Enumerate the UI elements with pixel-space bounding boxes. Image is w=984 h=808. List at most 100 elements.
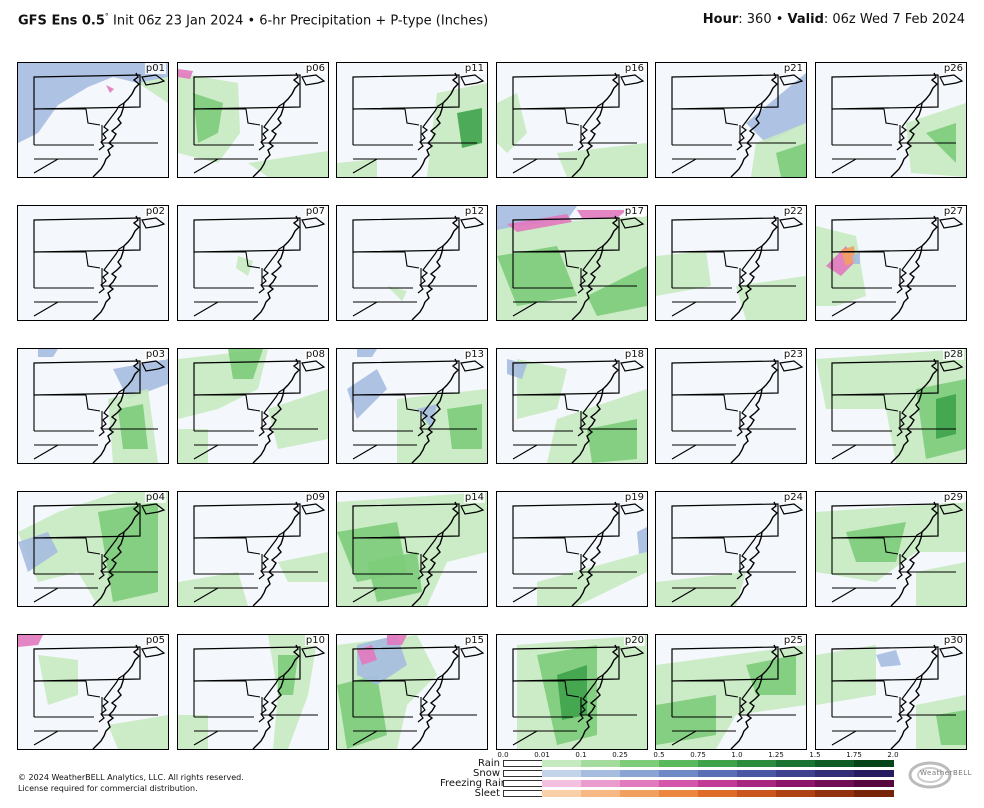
legend-color-bar — [503, 760, 894, 767]
ensemble-member-panel: p13 — [336, 348, 488, 464]
ensemble-member-panel: p10 — [177, 634, 329, 750]
map-boundary — [352, 74, 460, 110]
ensemble-member-panel: p16 — [496, 62, 648, 178]
precip-area-snow — [38, 349, 58, 357]
map-coastline-islands — [301, 360, 326, 372]
member-label: p12 — [463, 206, 485, 217]
map-coastline-islands — [301, 217, 326, 229]
ensemble-member-panel: p14 — [336, 491, 488, 607]
map-boundary — [258, 388, 285, 437]
precip-area-rain-light — [278, 552, 328, 582]
map-boundary — [252, 358, 301, 463]
map-coastline-islands — [620, 217, 645, 229]
map-boundary — [252, 644, 301, 749]
map-boundary — [411, 358, 460, 463]
precip-map — [337, 635, 485, 749]
ensemble-member-panel: p20 — [496, 634, 648, 750]
legend-color-cell — [503, 760, 543, 767]
ensemble-member-panel: p07 — [177, 205, 329, 321]
map-boundary — [577, 102, 604, 151]
map-coastline-islands — [939, 503, 964, 515]
legend-tick-label: 0.01 — [534, 751, 550, 759]
legend-color-cell — [815, 780, 855, 787]
map-boundary — [890, 644, 939, 749]
precip-area-rain-mid — [447, 404, 482, 449]
member-label: p23 — [782, 349, 804, 360]
map-coastline-islands — [620, 74, 645, 86]
precip-area-rain-light — [178, 572, 248, 606]
member-label: p17 — [623, 206, 645, 217]
member-label: p14 — [463, 492, 485, 503]
precip-map — [178, 635, 326, 749]
map-boundary — [33, 646, 141, 682]
map-boundary — [896, 531, 923, 580]
map-coastline-islands — [939, 360, 964, 372]
map-boundary — [98, 531, 125, 580]
legend-tick-label: 1.25 — [768, 751, 784, 759]
map-boundary — [512, 503, 620, 539]
map-boundary — [193, 646, 301, 682]
precip-area-snow — [18, 532, 58, 572]
legend-color-cell — [854, 790, 894, 797]
precip-area-rain-light — [537, 552, 647, 606]
legend-color-cell — [854, 780, 894, 787]
precip-map — [193, 215, 326, 320]
ensemble-member-panel: p12 — [336, 205, 488, 321]
ensemble-member-panel: p29 — [815, 491, 967, 607]
precip-map — [507, 358, 647, 463]
ensemble-member-panel: p17 — [496, 205, 648, 321]
legend-color-cell — [581, 770, 621, 777]
map-boundary — [730, 501, 779, 606]
precip-area-rain-light — [178, 715, 208, 749]
ensemble-member-panel: p26 — [815, 62, 967, 178]
map-boundary — [736, 245, 763, 294]
weatherbell-logo: WeatherBELL — [906, 760, 972, 790]
map-boundary — [258, 102, 285, 151]
legend-color-cell — [854, 770, 894, 777]
precip-area-rain-light — [178, 429, 208, 463]
precip-map — [816, 349, 966, 463]
legend-tick-label: 1.0 — [731, 751, 743, 759]
map-coastline-islands — [620, 646, 645, 658]
map-coastline-islands — [141, 360, 166, 372]
legend-color-bar — [503, 770, 894, 777]
map-boundary — [671, 503, 779, 539]
map-coastline-islands — [301, 74, 326, 86]
member-label: p13 — [463, 349, 485, 360]
precip-area-snow — [507, 359, 527, 379]
legend-color-cell — [620, 790, 660, 797]
map-boundary — [896, 245, 923, 294]
ensemble-member-panel: p28 — [815, 348, 967, 464]
precip-map — [512, 501, 647, 606]
legend-color-cell — [776, 770, 816, 777]
precip-area-rain-mid — [587, 419, 637, 463]
map-boundary — [736, 102, 763, 151]
legend-tick-label: 2.0 — [887, 751, 899, 759]
ensemble-member-panel: p21 — [655, 62, 807, 178]
map-coastline-islands — [620, 503, 645, 515]
map-boundary — [98, 388, 125, 437]
precip-map — [656, 644, 806, 749]
map-boundary — [671, 394, 796, 460]
legend-color-cell — [659, 760, 699, 767]
map-coastline-islands — [939, 217, 964, 229]
member-label: p22 — [782, 206, 804, 217]
precip-map — [33, 215, 166, 320]
precip-area-rain-mid — [228, 349, 263, 379]
precip-area-snow — [852, 252, 860, 264]
precip-area-rain-mid — [118, 404, 148, 449]
legend-row-label: Snow — [473, 768, 500, 779]
legend-tick-label: 0.1 — [575, 751, 587, 759]
legend-color-cell — [776, 790, 816, 797]
legend-color-cell — [620, 780, 660, 787]
map-boundary — [92, 215, 141, 320]
map-boundary — [890, 72, 939, 177]
precip-area-rain-light — [916, 562, 966, 606]
precip-area-rain-dark — [936, 394, 956, 439]
map-boundary — [258, 245, 285, 294]
map-boundary — [92, 72, 141, 177]
map-boundary — [33, 108, 158, 174]
ensemble-member-panel: p24 — [655, 491, 807, 607]
member-label: p25 — [782, 635, 804, 646]
map-boundary — [671, 646, 779, 682]
